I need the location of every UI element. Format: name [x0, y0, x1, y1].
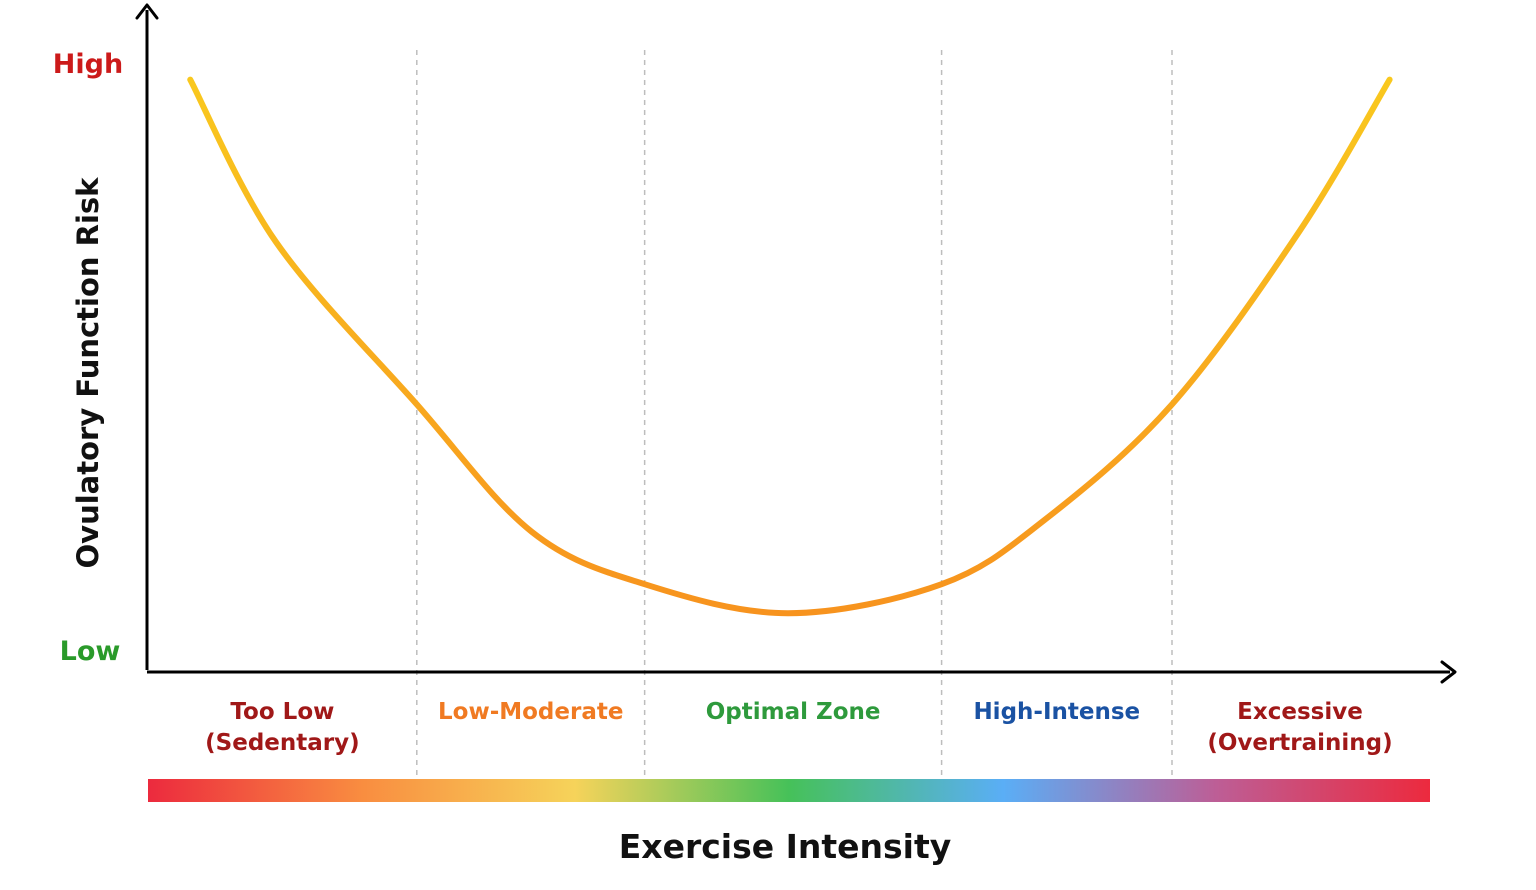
y-axis-arrow-icon [135, 3, 159, 20]
zone-label-2: Low-Moderate [438, 699, 623, 725]
risk-curve-line [187, 76, 1393, 617]
zone-label-1: Too Low [230, 699, 334, 725]
intensity-gradient-bar [148, 779, 1430, 802]
y-tick-label-high: High [53, 49, 123, 80]
zone-labels: Too Low (Sedentary) Low-Moderate Optimal Zo… [205, 699, 1393, 756]
zone-label-3: Optimal Zone [706, 699, 881, 725]
y-tick-label-low: Low [60, 636, 121, 667]
zone-label-4: High-Intense [973, 699, 1140, 725]
zone-label-5: Excessive [1237, 699, 1363, 725]
x-axis-arrow-icon [1440, 660, 1457, 684]
zone-divider-lines [416, 50, 1173, 780]
x-axis-label: Exercise Intensity [619, 827, 952, 866]
zone-sublabel-1: (Sedentary) [205, 730, 359, 756]
zone-sublabel-5: (Overtraining) [1207, 730, 1392, 756]
y-axis-label: Ovulatory Function Risk [71, 177, 105, 569]
